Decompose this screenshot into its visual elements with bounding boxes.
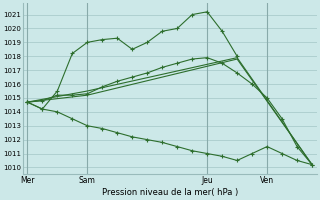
X-axis label: Pression niveau de la mer( hPa ): Pression niveau de la mer( hPa ) (101, 188, 238, 197)
